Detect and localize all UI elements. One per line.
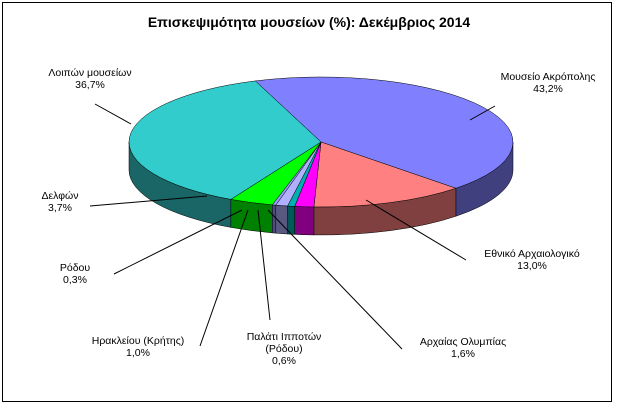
leader-line-7 (89, 195, 208, 207)
slice-label-4: Παλάτι Ιπποτών (Ρόδου) 0,6% (247, 331, 322, 367)
slice-label-1: Μουσείο Ακρόπολης 43,2% (501, 71, 596, 95)
pie-side-4 (287, 205, 295, 235)
slice-label-2: Εθνικό Αρχαιολογικό 13,0% (484, 248, 580, 272)
slice-labels: Μουσείο Ακρόπολης 43,2% Εθνικό Αρχαιολογικ… (41, 67, 595, 367)
chart-title: Επισκεψιμότητα μουσείων (%): Δεκέμβριος … (148, 14, 471, 30)
leader-line-1 (469, 105, 496, 121)
leader-line-5 (199, 209, 249, 347)
slice-label-8: Λοιπών μουσείων 36,7% (48, 67, 131, 91)
pie-tops (128, 76, 514, 208)
leader-line-4 (257, 209, 271, 321)
slice-label-5: Ηρακλείου (Κρήτης) 1,0% (92, 335, 185, 359)
pie-slice-8 (128, 80, 322, 200)
leader-line-2 (365, 199, 467, 261)
leader-line-8 (94, 103, 132, 125)
leader-line-3 (267, 209, 403, 350)
pie-side-3 (294, 206, 315, 236)
pie-slice-1 (254, 76, 514, 189)
slice-label-6: Ρόδου 0,3% (60, 262, 91, 286)
pie-slice-2 (313, 141, 457, 208)
leader-line-6 (113, 209, 243, 275)
slice-label-3: Αρχαίας Ολυμπίας 1,6% (420, 336, 506, 360)
leader-lines (89, 103, 496, 350)
pie-side-6 (272, 204, 277, 234)
slice-label-7: Δελφών 3,7% (41, 190, 78, 214)
